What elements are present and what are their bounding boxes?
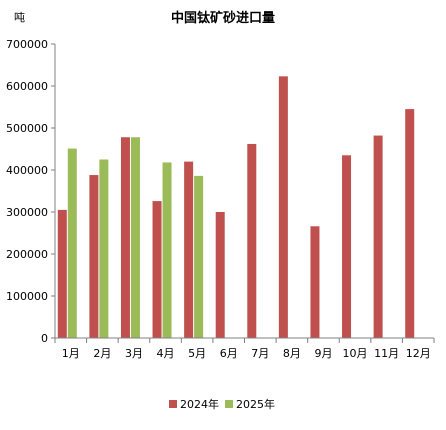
bar-2024年-6月: [215, 212, 225, 338]
bar-2024年-9月: [310, 226, 320, 338]
x-tick-label: 5月: [188, 347, 206, 360]
y-tick-label: 300000: [6, 206, 48, 219]
x-tick-label: 1月: [62, 347, 80, 360]
y-tick-label: 0: [41, 332, 48, 345]
chart-title: 中国钛矿砂进口量: [171, 10, 275, 26]
x-tick-label: 2月: [93, 347, 111, 360]
bar-2025年-5月: [194, 175, 204, 338]
bar-2024年-4月: [152, 201, 162, 338]
x-tick-label: 3月: [125, 347, 143, 360]
y-axis: 0 100000 200000 300000 400000 500000 600000 700…: [6, 38, 56, 345]
y-tick-label: 600000: [6, 80, 48, 93]
x-tick-label: 10月: [343, 347, 368, 360]
bar-2025年-3月: [130, 137, 140, 338]
legend-swatch: [169, 400, 177, 408]
bar-2024年-3月: [120, 137, 130, 338]
legend-label: 2024年: [180, 397, 219, 411]
x-tick-label: 4月: [157, 347, 175, 360]
bar-2025年-1月: [67, 148, 77, 338]
legend-swatch: [225, 400, 233, 408]
bar-2024年-2月: [89, 175, 99, 338]
x-tick-label: 6月: [220, 347, 238, 360]
y-tick-label: 500000: [6, 122, 48, 135]
bar-2024年-8月: [278, 76, 288, 338]
x-tick-label: 12月: [406, 347, 431, 360]
x-tick-label: 7月: [251, 347, 269, 360]
y-tick-label: 400000: [6, 164, 48, 177]
bars-group: [57, 76, 415, 338]
x-tick-label: 9月: [314, 347, 332, 360]
bar-2024年-5月: [184, 161, 194, 338]
legend-label: 2025年: [236, 397, 275, 411]
bar-2024年-12月: [405, 109, 415, 338]
x-axis: 1月 2月 3月 4月 5月 6月 7月 8月 9月 10月 11月 12月: [54, 337, 435, 360]
bar-2024年-10月: [342, 155, 352, 338]
y-tick-label: 700000: [6, 38, 48, 51]
legend: 2024年 2025年: [169, 397, 275, 411]
bar-2025年-4月: [162, 162, 172, 338]
bar-2024年-11月: [373, 135, 383, 338]
bar-2024年-7月: [247, 143, 257, 338]
bar-2024年-1月: [57, 209, 67, 338]
y-tick-label: 100000: [6, 290, 48, 303]
bar-2025年-2月: [99, 159, 109, 338]
y-axis-unit-label: 吨: [14, 11, 25, 24]
x-tick-label: 8月: [283, 347, 301, 360]
y-tick-label: 200000: [6, 248, 48, 261]
x-tick-label: 11月: [374, 347, 399, 360]
